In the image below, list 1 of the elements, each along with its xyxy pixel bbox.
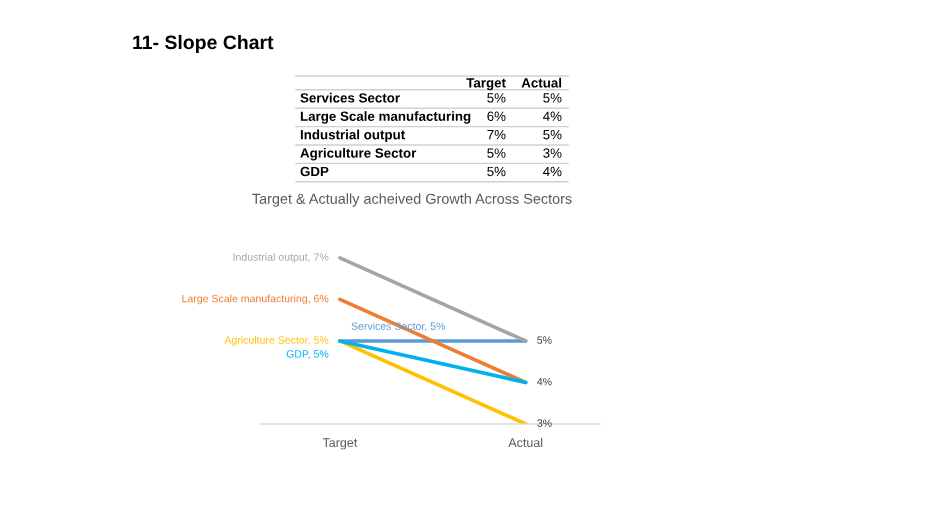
text: 11- Slope Chart (133, 34, 274, 54)
